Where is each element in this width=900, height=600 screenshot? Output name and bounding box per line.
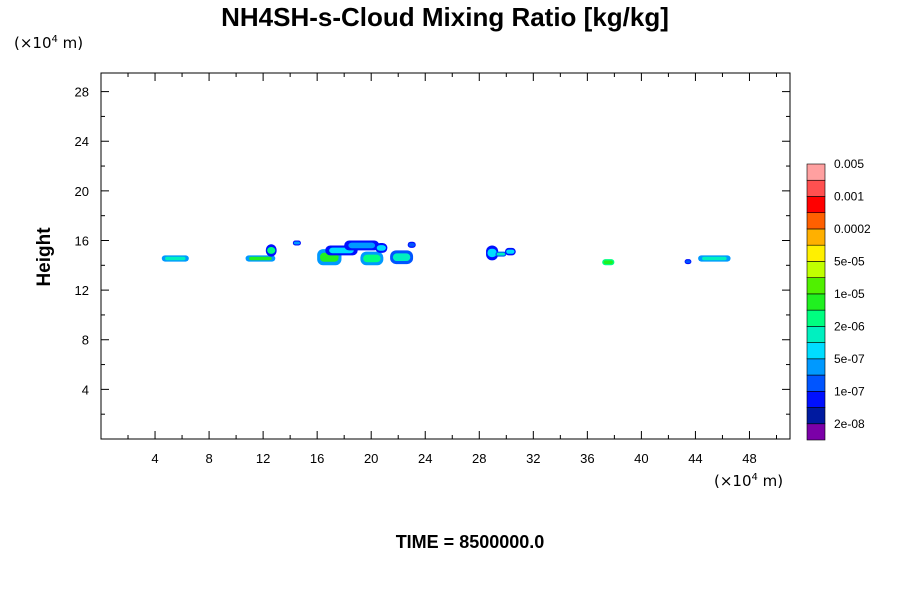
x-tick-label: 28 bbox=[472, 451, 486, 466]
cloud-patch-core bbox=[603, 260, 613, 264]
x-tick-label: 24 bbox=[418, 451, 432, 466]
x-tick-label: 8 bbox=[205, 451, 212, 466]
cloud-patch-core bbox=[487, 248, 497, 258]
cloud-patches bbox=[161, 240, 731, 266]
y-axis-ticks: 4 8 12 16 20 24 28 bbox=[75, 85, 790, 415]
y-tick-label: 28 bbox=[75, 85, 89, 100]
x-tick-label: 40 bbox=[634, 451, 648, 466]
colorbar-label: 5e-07 bbox=[834, 352, 865, 366]
cloud-patch-core bbox=[506, 249, 515, 254]
colorbar-swatch bbox=[806, 244, 826, 262]
colorbar-swatch bbox=[806, 196, 826, 214]
colorbar: 2e-08 1e-07 5e-07 2e-06 1e-05 5e-05 0.0002 0.00… bbox=[806, 157, 871, 441]
cloud-patch-core bbox=[165, 256, 186, 261]
x-tick-label: 48 bbox=[742, 451, 756, 466]
colorbar-swatch bbox=[806, 212, 826, 230]
x-tick-label: 4 bbox=[151, 451, 158, 466]
colorbar-label: 2e-08 bbox=[834, 417, 865, 431]
y-tick-label: 4 bbox=[82, 382, 89, 397]
x-tick-label: 20 bbox=[364, 451, 378, 466]
y-tick-label: 8 bbox=[82, 333, 89, 348]
cloud-patch-core bbox=[376, 245, 386, 251]
y-axis-label: Height bbox=[34, 227, 55, 287]
colorbar-swatch bbox=[806, 407, 826, 425]
colorbar-label: 0.001 bbox=[834, 189, 864, 203]
colorbar-label: 1e-05 bbox=[834, 287, 865, 301]
cloud-patch-core bbox=[408, 243, 415, 247]
y-tick-label: 20 bbox=[75, 184, 89, 199]
y-tick-label: 12 bbox=[75, 283, 89, 298]
time-footer: TIME = 8500000.0 bbox=[395, 532, 545, 552]
y-axis-unit: (×104 m) bbox=[14, 34, 84, 52]
cloud-patch-core bbox=[348, 242, 376, 249]
x-tick-label: 32 bbox=[526, 451, 540, 466]
x-tick-label: 16 bbox=[310, 451, 324, 466]
x-axis-ticks: 4 8 12 16 20 24 28 32 36 40 44 48 bbox=[127, 73, 777, 466]
colorbar-swatch bbox=[806, 309, 826, 327]
colorbar-label: 5e-05 bbox=[834, 254, 865, 268]
chart-title: NH4SH-s-Cloud Mixing Ratio [kg/kg] bbox=[221, 2, 669, 32]
colorbar-label: 1e-07 bbox=[834, 384, 865, 398]
cloud-patch-core bbox=[392, 253, 411, 262]
cloud-patch-core bbox=[702, 256, 727, 261]
cloud-patch-core bbox=[685, 260, 691, 263]
colorbar-label: 2e-06 bbox=[834, 319, 865, 333]
colorbar-swatch bbox=[806, 423, 826, 441]
colorbar-swatch bbox=[806, 163, 826, 181]
cloud-patch-core bbox=[267, 246, 276, 254]
colorbar-swatch bbox=[806, 293, 826, 311]
x-tick-label: 12 bbox=[256, 451, 270, 466]
x-tick-label: 36 bbox=[580, 451, 594, 466]
cloud-patch-core bbox=[293, 241, 300, 245]
cloud-patch-core bbox=[363, 254, 381, 263]
colorbar-swatch bbox=[806, 326, 826, 343]
colorbar-swatch bbox=[806, 374, 826, 392]
y-tick-label: 16 bbox=[75, 233, 89, 248]
plot-frame bbox=[100, 72, 791, 440]
colorbar-swatch bbox=[806, 342, 826, 360]
colorbar-swatch bbox=[806, 277, 826, 295]
x-axis-unit: (×104 m) bbox=[714, 472, 784, 490]
colorbar-swatch bbox=[806, 390, 826, 408]
colorbar-swatch bbox=[806, 228, 826, 246]
colorbar-swatch bbox=[806, 179, 826, 197]
cloud-patch-core bbox=[496, 252, 505, 256]
colorbar-swatch bbox=[806, 358, 826, 376]
x-tick-label: 44 bbox=[688, 451, 702, 466]
colorbar-swatch bbox=[806, 261, 826, 278]
colorbar-label: 0.0002 bbox=[834, 222, 871, 236]
y-tick-label: 24 bbox=[75, 134, 89, 149]
colorbar-label: 0.005 bbox=[834, 157, 864, 171]
cloud-patch-core bbox=[249, 256, 272, 261]
